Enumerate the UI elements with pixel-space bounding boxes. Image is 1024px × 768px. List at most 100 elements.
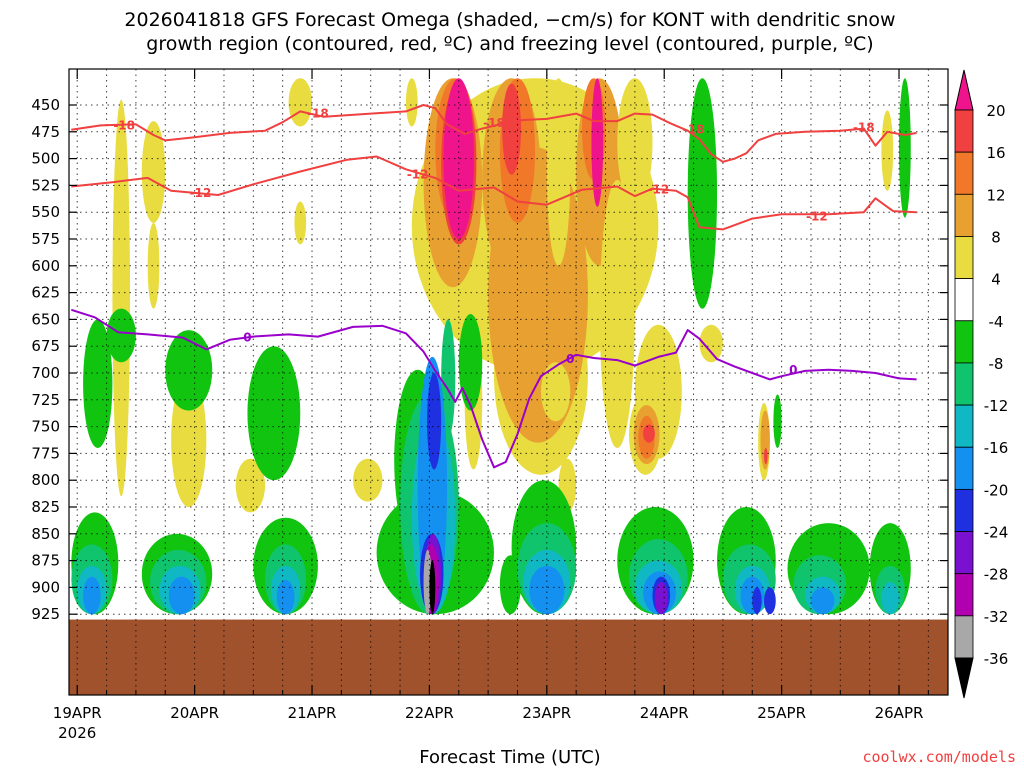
omega-shade	[147, 222, 160, 309]
omega-shading	[71, 78, 911, 615]
colorbar-label: -24	[984, 524, 1009, 542]
colorbar-label: 8	[991, 228, 1001, 246]
contour-label: 0	[243, 331, 251, 345]
colorbar-bin	[954, 320, 974, 364]
x-tick-label: 22APR	[405, 704, 454, 722]
colorbar-label: -36	[984, 650, 1009, 668]
y-tick-label: 850	[31, 525, 60, 543]
colorbar-bin	[954, 193, 974, 237]
omega-shade	[546, 78, 571, 266]
y-tick-label: 450	[31, 96, 60, 114]
omega-shade	[443, 78, 475, 239]
omega-shade	[773, 394, 782, 449]
colorbar-label: -16	[984, 439, 1009, 457]
colorbar-bin	[954, 109, 974, 153]
omega-shade	[881, 110, 894, 191]
y-tick-label: 475	[31, 123, 60, 141]
y-tick-label: 875	[31, 552, 60, 570]
y-tick-label: 550	[31, 203, 60, 221]
colorbar-label: -32	[984, 608, 1009, 626]
omega-shade	[529, 565, 565, 615]
chart-title-line2: growth region (contoured, red, ºC) and f…	[146, 33, 873, 55]
colorbar: 20 16 12 8 4 -4 -8 -12 -16 -20 -24 -28 -32 -36	[954, 69, 1009, 699]
omega-shade	[441, 319, 456, 438]
omega-shade	[165, 330, 213, 411]
chart-title-line1: 2026041818 GFS Forecast Omega (shaded, −…	[124, 9, 895, 31]
omega-shade	[83, 319, 113, 449]
x-tick-label: 25APR	[757, 704, 806, 722]
omega-shade	[106, 308, 136, 363]
omega-shade	[276, 579, 295, 615]
colorbar-bottom-arrow	[954, 657, 974, 699]
contour-label: -18	[683, 123, 705, 137]
plot-frame	[68, 68, 949, 696]
omega-shade	[599, 180, 635, 449]
omega-shade	[247, 346, 301, 481]
colorbar-label: -12	[984, 397, 1009, 415]
omega-shade	[881, 582, 900, 615]
colorbar-bin	[954, 236, 974, 280]
colorbar-bin	[954, 151, 974, 195]
omega-shade	[540, 362, 571, 422]
contour-label: -12	[407, 168, 429, 182]
y-tick-label: 675	[31, 337, 60, 355]
colorbar-bin	[954, 573, 974, 617]
y-tick-label: 500	[31, 150, 60, 168]
contour-label: -12	[648, 183, 670, 197]
omega-shade	[112, 99, 131, 497]
colorbar-bin	[954, 531, 974, 575]
y-tick-label: 900	[31, 578, 60, 596]
x-tick-label: 23APR	[522, 704, 571, 722]
omega-shade	[405, 78, 418, 127]
omega-shade	[699, 324, 723, 363]
y-axis: 450 475 500 525 550 575 600 625 650 675 700 725 750 7…	[31, 96, 948, 623]
colorbar-label: -4	[989, 313, 1004, 331]
omega-shade	[752, 587, 762, 615]
y-tick-label: 825	[31, 498, 60, 516]
contour-label: -18	[853, 121, 875, 135]
contour-lines: -18 -18 -18 -18 -18 -12 -12 -12 -12 0 0 0	[70, 104, 917, 469]
x-tick-label: 26APR	[875, 704, 924, 722]
omega-shade	[294, 201, 307, 245]
colorbar-top-arrow	[954, 69, 974, 111]
omega-shade	[617, 78, 653, 207]
colorbar-label: 16	[986, 144, 1005, 162]
contour-minus18	[71, 104, 917, 163]
x-axis-label: Forecast Time (UTC)	[419, 747, 600, 768]
y-tick-label: 750	[31, 418, 60, 436]
omega-shade	[764, 448, 768, 465]
contour-label: 0	[789, 363, 797, 377]
y-tick-label: 650	[31, 310, 60, 328]
colorbar-bin	[954, 615, 974, 659]
colorbar-bin	[954, 278, 974, 322]
colorbar-label: 12	[986, 186, 1005, 204]
contour-label: -18	[307, 107, 329, 121]
omega-shade	[591, 78, 604, 207]
contour-0	[70, 308, 917, 469]
x-tick-label: 20APR	[170, 704, 219, 722]
x-tick-label: 24APR	[640, 704, 689, 722]
omega-shade	[643, 424, 655, 443]
colorbar-label: 20	[986, 102, 1005, 120]
y-tick-label: 575	[31, 230, 60, 248]
omega-shade	[353, 458, 383, 502]
colorbar-label: -28	[984, 566, 1009, 584]
colorbar-label: -20	[984, 481, 1009, 499]
y-tick-label: 625	[31, 284, 60, 302]
colorbar-bin	[954, 488, 974, 532]
y-tick-label: 725	[31, 391, 60, 409]
contour-label: 0	[566, 352, 574, 366]
omega-shade	[654, 582, 668, 615]
colorbar-bin	[954, 362, 974, 406]
omega-shade	[83, 576, 101, 615]
omega-shade	[141, 121, 166, 223]
omega-shade	[899, 78, 911, 218]
y-tick-label: 700	[31, 364, 60, 382]
x-year-label: 2026	[58, 724, 96, 742]
contour-label: -18	[113, 118, 135, 132]
contour-label: -12	[190, 186, 212, 200]
omega-shade	[687, 78, 718, 309]
omega-shade	[427, 373, 442, 470]
y-tick-label: 600	[31, 257, 60, 275]
contour-minus12	[71, 155, 917, 231]
